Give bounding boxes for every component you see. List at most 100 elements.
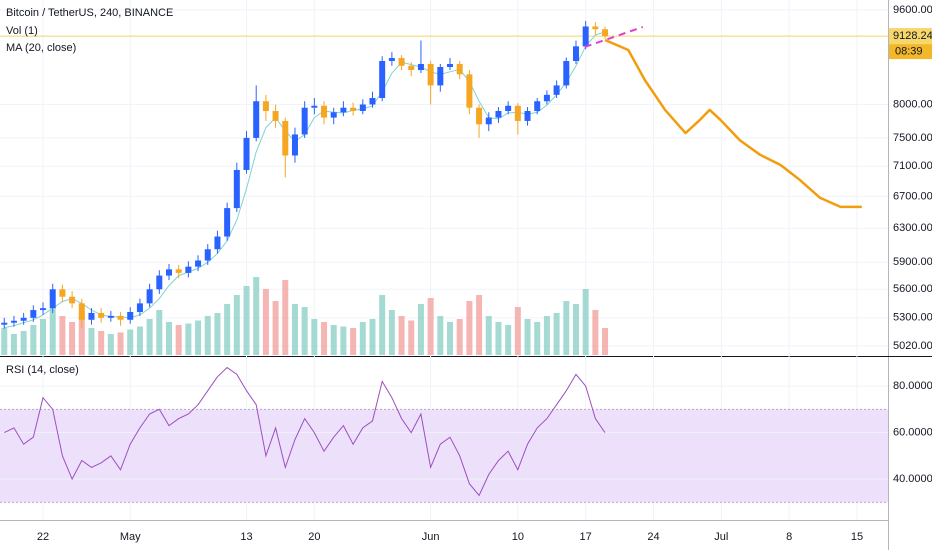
volume-bar (214, 313, 221, 355)
trend-line (584, 26, 644, 48)
y-tick-label: 5900.00 (893, 256, 932, 268)
volume-bar (359, 322, 366, 355)
volume-bar (417, 304, 424, 355)
x-tick-label: May (120, 531, 141, 543)
candle-body (253, 101, 260, 138)
x-tick-label: 13 (240, 531, 252, 543)
candle-body (195, 260, 202, 267)
volume-bar (505, 325, 512, 355)
volume-bar (272, 301, 279, 355)
volume-bar (117, 332, 124, 355)
volume-bar (282, 280, 289, 355)
candle-body (59, 289, 66, 297)
candle-body (330, 112, 337, 118)
candle-body (185, 266, 192, 273)
volume-bar (563, 301, 570, 355)
volume-legend: Vol (1) (6, 25, 38, 37)
candle-body (282, 120, 289, 156)
candle-body (175, 269, 182, 273)
volume-bar (243, 286, 250, 355)
candle-body (214, 236, 221, 250)
volume-bar (369, 319, 376, 355)
candle-body (350, 107, 357, 111)
candle-body (107, 315, 114, 318)
candle-body (98, 312, 105, 318)
volume-bar (388, 310, 395, 355)
volume-bar (427, 298, 434, 355)
candle-body (233, 169, 240, 209)
volume-bar (136, 326, 143, 355)
y-tick-label: 5300.00 (893, 312, 932, 324)
candle-body (10, 320, 17, 323)
volume-bar (30, 325, 37, 355)
volume-bar (1, 328, 8, 355)
plot (0, 20, 888, 497)
candle-body (321, 105, 328, 118)
volume-bar (456, 319, 463, 355)
candle-body (69, 296, 76, 304)
volume-bar (301, 307, 308, 355)
volume-bar (340, 326, 347, 355)
volume-bar (20, 331, 27, 355)
x-tick-label: 10 (512, 531, 524, 543)
volume-bar (165, 322, 172, 355)
volume-bar (466, 301, 473, 355)
rsi-legend: RSI (14, close) (6, 364, 79, 376)
volume-bar (437, 316, 444, 355)
candle-body (40, 308, 47, 311)
candle-body (1, 322, 8, 325)
candle-body (262, 101, 269, 111)
candle-body (427, 63, 434, 86)
candle-body (340, 107, 347, 113)
candle-body (417, 63, 424, 71)
candle-body (243, 137, 250, 170)
candle-body (30, 310, 37, 318)
grid (0, 0, 888, 520)
candle-body (408, 65, 415, 71)
x-tick-label: 24 (647, 531, 659, 543)
volume-bar (543, 316, 550, 355)
volume-bar (524, 319, 531, 355)
candle-body (359, 104, 366, 111)
y-tick-label: 6300.00 (893, 222, 932, 234)
y-tick-label: 9600.00 (893, 4, 932, 16)
y-tick-label: 6700.00 (893, 190, 932, 202)
candle-body (456, 63, 463, 75)
candle-body (301, 107, 308, 135)
x-tick-label: 17 (580, 531, 592, 543)
countdown-label: 08:39 (895, 46, 923, 58)
candle-body (524, 110, 531, 121)
candle-body (204, 249, 211, 261)
candle-body (165, 269, 172, 276)
y-tick-label: 5600.00 (893, 283, 932, 295)
candle-body (88, 312, 95, 320)
candle-body (78, 303, 85, 320)
volume-bar (350, 328, 357, 355)
volume-bar (175, 325, 182, 355)
volume-bar (602, 328, 609, 355)
x-tick-label: 22 (37, 531, 49, 543)
candle-body (563, 61, 570, 86)
volume-bar (10, 334, 17, 355)
volume-bar (476, 295, 483, 355)
candle-body (476, 107, 483, 125)
x-tick-label: 15 (851, 531, 863, 543)
y-tick-label: 5020.00 (893, 340, 932, 352)
y-tick-label: 7500.00 (893, 132, 932, 144)
x-tick-label: Jun (422, 531, 440, 543)
volume-bar (146, 319, 153, 355)
volume-bar (291, 304, 298, 355)
candle-body (505, 105, 512, 111)
volume-bar (514, 307, 521, 355)
volume-bar (553, 313, 560, 355)
candle-body (514, 105, 521, 121)
volume-bar (127, 329, 134, 355)
volume-bar (107, 334, 114, 355)
volume-bar (40, 319, 47, 355)
ma-legend: MA (20, close) (6, 42, 76, 54)
candle-body (156, 275, 163, 290)
candle-body (117, 315, 124, 320)
candle-body (311, 105, 318, 108)
